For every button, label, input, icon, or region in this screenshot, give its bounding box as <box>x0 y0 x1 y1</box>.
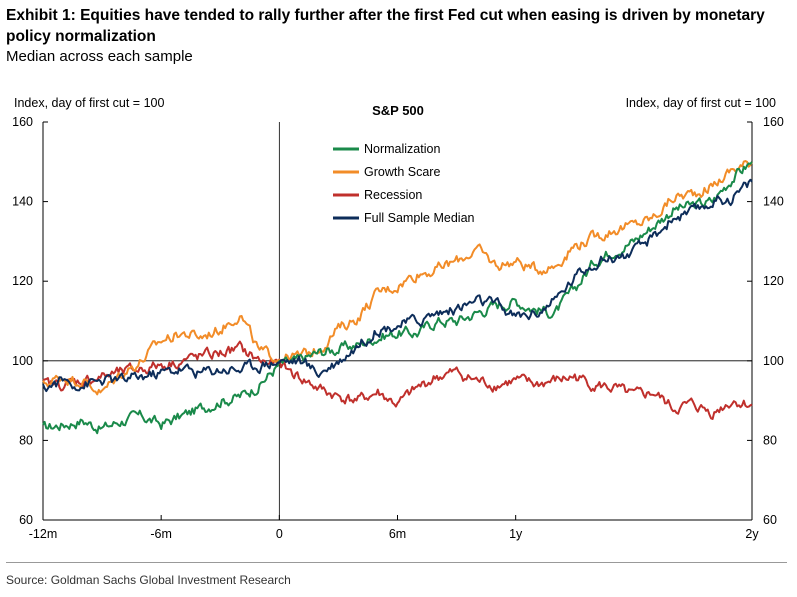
y-tick-label-right: 80 <box>763 433 777 447</box>
x-tick-label: 1y <box>509 527 523 541</box>
y-tick-label-right: 100 <box>763 354 784 368</box>
legend-label-normalization: Normalization <box>364 142 440 156</box>
left-axis-label: Index, day of first cut = 100 <box>14 96 164 110</box>
source-divider <box>6 562 787 563</box>
y-tick-label-right: 140 <box>763 195 784 209</box>
x-tick-label: 6m <box>389 527 406 541</box>
series-line-normalization <box>42 161 753 435</box>
chart-title: Exhibit 1: Equities have tended to rally… <box>6 7 765 45</box>
y-tick-label-left: 100 <box>12 354 33 368</box>
source-note: Source: Goldman Sachs Global Investment … <box>6 573 291 587</box>
x-tick-label: 2y <box>745 527 759 541</box>
chart-subtitle: Median across each sample <box>6 48 193 65</box>
series-line-full-sample <box>42 178 753 393</box>
y-tick-label-right: 120 <box>763 274 784 288</box>
legend-label-recession: Recession <box>364 188 422 202</box>
axes: 60 60 80 80 100 100 120 120 140 140 160 160 -12m -6m 0… <box>12 115 784 541</box>
legend: Normalization Growth Scare Recession Full S… <box>333 142 475 225</box>
y-tick-label-left: 80 <box>19 433 33 447</box>
line-chart: Index, day of first cut = 100 Index, day… <box>12 96 784 541</box>
legend-label-full-sample: Full Sample Median <box>364 211 475 225</box>
y-tick-label-right: 160 <box>763 115 784 129</box>
x-tick-label: 0 <box>276 527 283 541</box>
y-tick-label-left: 160 <box>12 115 33 129</box>
y-tick-label-right: 60 <box>763 513 777 527</box>
x-tick-label: -6m <box>150 527 172 541</box>
x-tick-label: -12m <box>29 527 57 541</box>
plot-title: S&P 500 <box>372 103 424 118</box>
y-tick-label-left: 140 <box>12 195 33 209</box>
series-line-recession <box>42 340 753 420</box>
legend-label-growth-scare: Growth Scare <box>364 165 440 179</box>
series-line-growth-scare <box>42 160 753 396</box>
right-axis-label: Index, day of first cut = 100 <box>626 96 776 110</box>
y-tick-label-left: 120 <box>12 274 33 288</box>
y-tick-label-left: 60 <box>19 513 33 527</box>
series-layer <box>42 160 753 435</box>
